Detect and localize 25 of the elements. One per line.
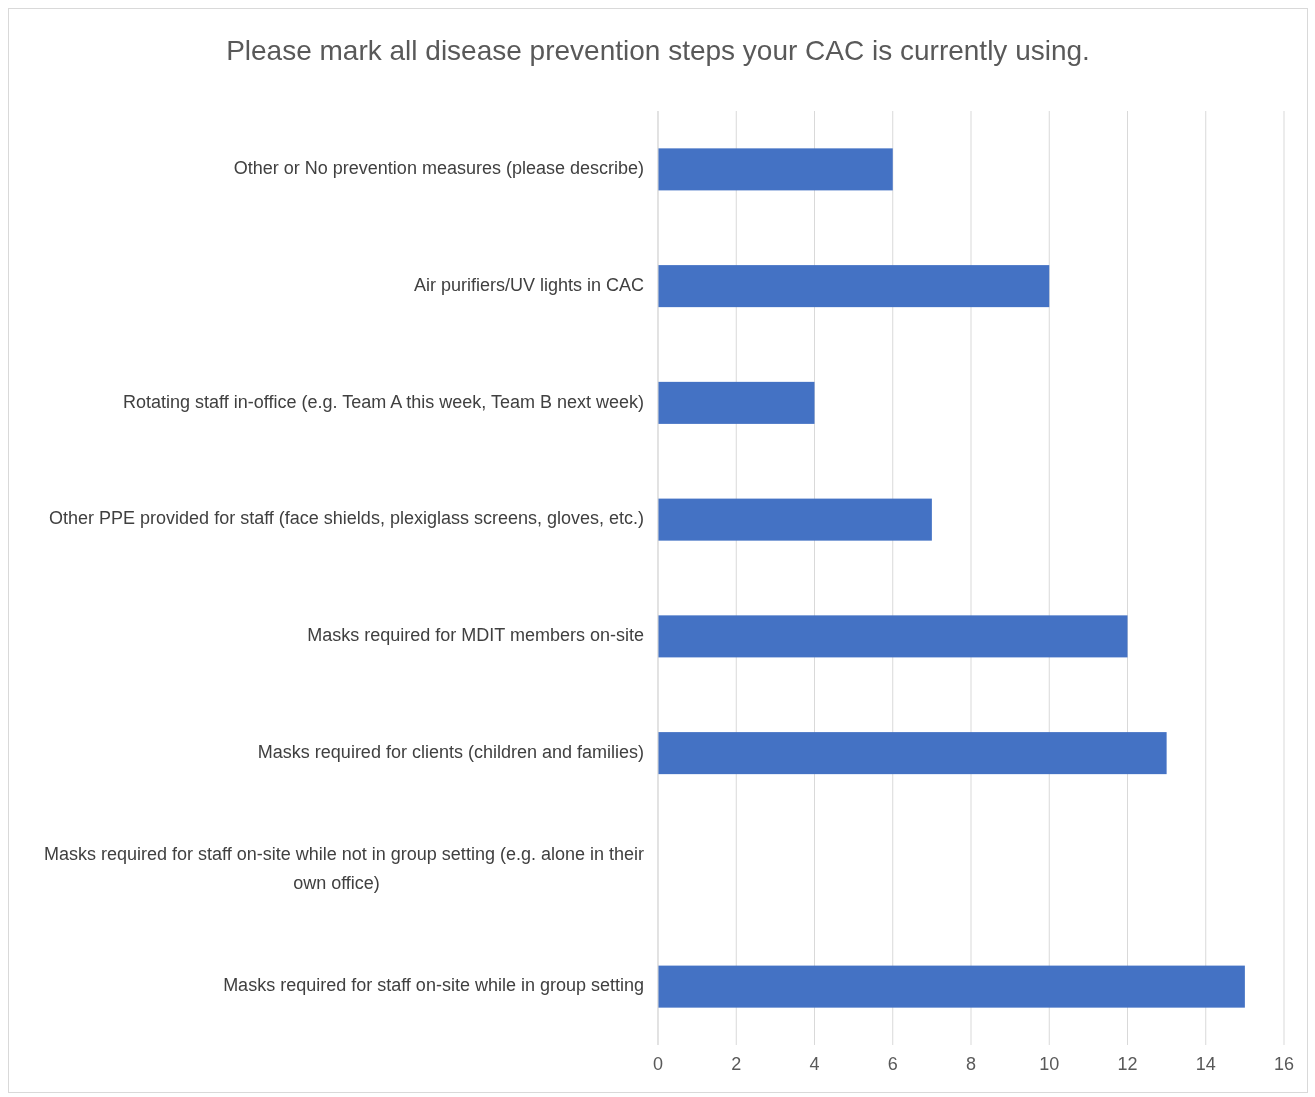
x-tick-label: 2 <box>731 1054 742 1074</box>
x-tick-label: 4 <box>809 1054 820 1074</box>
bar <box>658 498 932 541</box>
x-tick-label: 6 <box>887 1054 898 1074</box>
bar <box>658 265 1050 308</box>
x-tick-label: 12 <box>1117 1054 1138 1074</box>
x-tick-label: 8 <box>965 1054 977 1074</box>
y-tick-label: Other PPE provided for staff (face shields, plexiglass screens, gloves, etc.) <box>49 508 644 529</box>
y-tick-label: Rotating staff in-office (e.g. Team A this week, Team B next week) <box>123 391 644 412</box>
x-tick-label: 0 <box>652 1054 664 1074</box>
y-tick-label: Other or No prevention measures (please describe) <box>233 158 644 179</box>
x-tick-label: 10 <box>1039 1054 1060 1074</box>
bar <box>658 381 815 424</box>
x-tick-label: 14 <box>1195 1054 1216 1074</box>
y-tick-label: Air purifiers/UV lights in CAC <box>413 274 644 295</box>
bar <box>658 732 1167 775</box>
bar <box>658 148 893 191</box>
chart-title: Please mark all disease prevention steps your CAC is currently using. <box>226 35 1090 66</box>
y-tick-label: Masks required for clients (children and families) <box>257 741 644 762</box>
y-tick-label: Masks required for staff on-site while in group setting <box>223 975 644 996</box>
y-tick-label: Masks required for staff on-site while not in group setting (e.g. alone in their own office) <box>44 844 644 894</box>
bar <box>658 615 1128 658</box>
y-tick-label: Masks required for MDIT members on-site <box>307 625 644 646</box>
bar <box>658 965 1245 1008</box>
x-tick-label: 16 <box>1273 1054 1295 1074</box>
